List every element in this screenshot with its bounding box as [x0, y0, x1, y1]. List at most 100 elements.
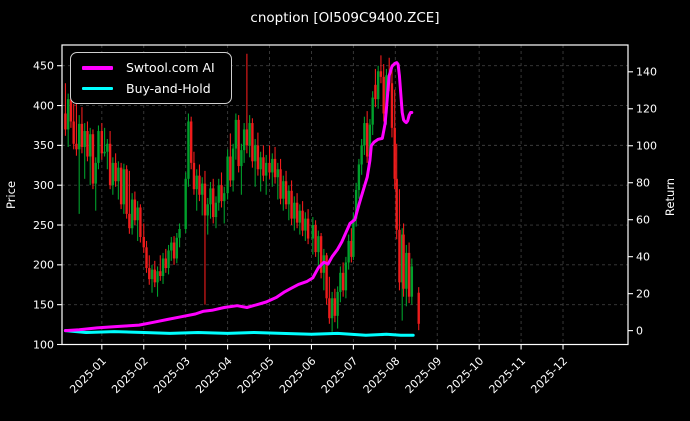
- candle-body: [306, 218, 310, 239]
- candle-body: [405, 252, 408, 289]
- candle-body: [156, 271, 159, 283]
- candle-body: [133, 199, 137, 221]
- candle-body: [136, 207, 139, 221]
- legend-item-buy-and-hold: Buy-and-Hold: [82, 81, 215, 97]
- candle-body: [114, 162, 117, 182]
- candle-body: [347, 240, 350, 263]
- price-tick-label: 300: [33, 179, 54, 192]
- candle-body: [178, 229, 181, 238]
- candle-body: [83, 131, 86, 147]
- legend-item-ai: Swtool.com AI: [82, 60, 215, 76]
- candle-body: [128, 213, 131, 229]
- return-lines-layer: [63, 61, 415, 337]
- candle-body: [360, 145, 363, 165]
- candle-body: [368, 124, 372, 157]
- candle-body: [217, 185, 220, 203]
- price-tick-label: 350: [33, 139, 54, 152]
- return-tick-label: 140: [636, 66, 657, 79]
- candle-body: [268, 162, 271, 173]
- candle-body: [106, 143, 109, 152]
- candle-body: [248, 123, 251, 146]
- month-tick-label: 2025-06: [277, 354, 319, 396]
- candle-body: [172, 242, 176, 259]
- candle-body: [175, 237, 179, 259]
- candle-body: [125, 169, 128, 214]
- candle-body: [256, 145, 260, 170]
- candle-body: [201, 183, 204, 195]
- candle-body: [148, 268, 151, 280]
- ai-return-line: [63, 61, 414, 333]
- price-tick-label: 100: [33, 338, 54, 351]
- candle-body: [304, 218, 307, 231]
- candle-body: [402, 234, 405, 289]
- price-tick-label: 200: [33, 259, 54, 272]
- return-tick-label: 60: [636, 214, 650, 227]
- candle-body: [410, 266, 414, 297]
- legend-label-ai: Swtool.com AI: [126, 60, 215, 75]
- candle-body: [192, 162, 196, 190]
- candle-body: [357, 164, 361, 190]
- candle-body: [400, 234, 404, 283]
- candle-body: [66, 99, 70, 130]
- candle-body: [290, 190, 293, 219]
- candle-body: [242, 129, 246, 151]
- candle-body: [352, 218, 355, 257]
- candle-body: [279, 169, 282, 199]
- candle-body: [72, 121, 75, 144]
- candle-body: [344, 262, 348, 291]
- candle-body: [234, 119, 238, 149]
- return-tick-label: 20: [636, 287, 650, 300]
- candle-body: [159, 271, 162, 276]
- price-tick-label: 450: [33, 60, 54, 73]
- candle-body: [301, 210, 304, 231]
- candle-body: [117, 167, 120, 182]
- candle-body: [212, 188, 215, 218]
- candle-body: [339, 272, 342, 292]
- candle-body: [231, 148, 235, 181]
- candle-body: [223, 193, 226, 202]
- candle-body: [293, 202, 296, 219]
- candle-body: [229, 156, 232, 181]
- candle-body: [284, 181, 288, 205]
- candle-body: [319, 236, 323, 273]
- candle-body: [341, 272, 345, 291]
- month-tick-label: 2025-09: [403, 354, 445, 396]
- return-tick-label: 120: [636, 103, 657, 116]
- candle-body: [142, 236, 145, 248]
- month-tick-label: 2025-08: [361, 354, 403, 396]
- legend: Swtool.com AI Buy-and-Hold: [70, 52, 232, 105]
- candle-body: [287, 190, 291, 205]
- candle-body: [161, 258, 165, 276]
- candle-body: [314, 225, 317, 253]
- ai-line-swatch: [82, 66, 113, 70]
- candle-body: [336, 291, 339, 316]
- candle-body: [214, 202, 218, 218]
- candle-body: [64, 113, 67, 130]
- candle-body: [103, 151, 106, 154]
- candle-body: [328, 298, 331, 319]
- candle-body: [237, 119, 240, 167]
- candle-body: [374, 84, 377, 100]
- candle-body: [195, 175, 198, 190]
- candle-body: [262, 157, 265, 176]
- buy-and-hold-return-line: [63, 329, 415, 337]
- candle-body: [371, 97, 374, 125]
- candle-body: [184, 178, 187, 230]
- month-tick-label: 2025-05: [235, 354, 277, 396]
- month-tick-label: 2025-04: [193, 354, 235, 396]
- month-tick-label: 2025-11: [487, 354, 529, 396]
- candle-body: [209, 188, 212, 205]
- candle-body: [220, 185, 223, 202]
- candle-body: [69, 99, 73, 122]
- candle-body: [206, 204, 209, 216]
- candle-body: [271, 158, 274, 173]
- axes-spines: [61, 44, 629, 346]
- candle-body: [189, 121, 193, 163]
- candle-body: [325, 255, 328, 299]
- candle-body: [311, 225, 315, 239]
- candle-body: [130, 199, 134, 229]
- candle-body: [167, 250, 170, 269]
- candle-body: [119, 167, 123, 205]
- candle-body: [393, 127, 396, 179]
- candle-body: [97, 131, 100, 163]
